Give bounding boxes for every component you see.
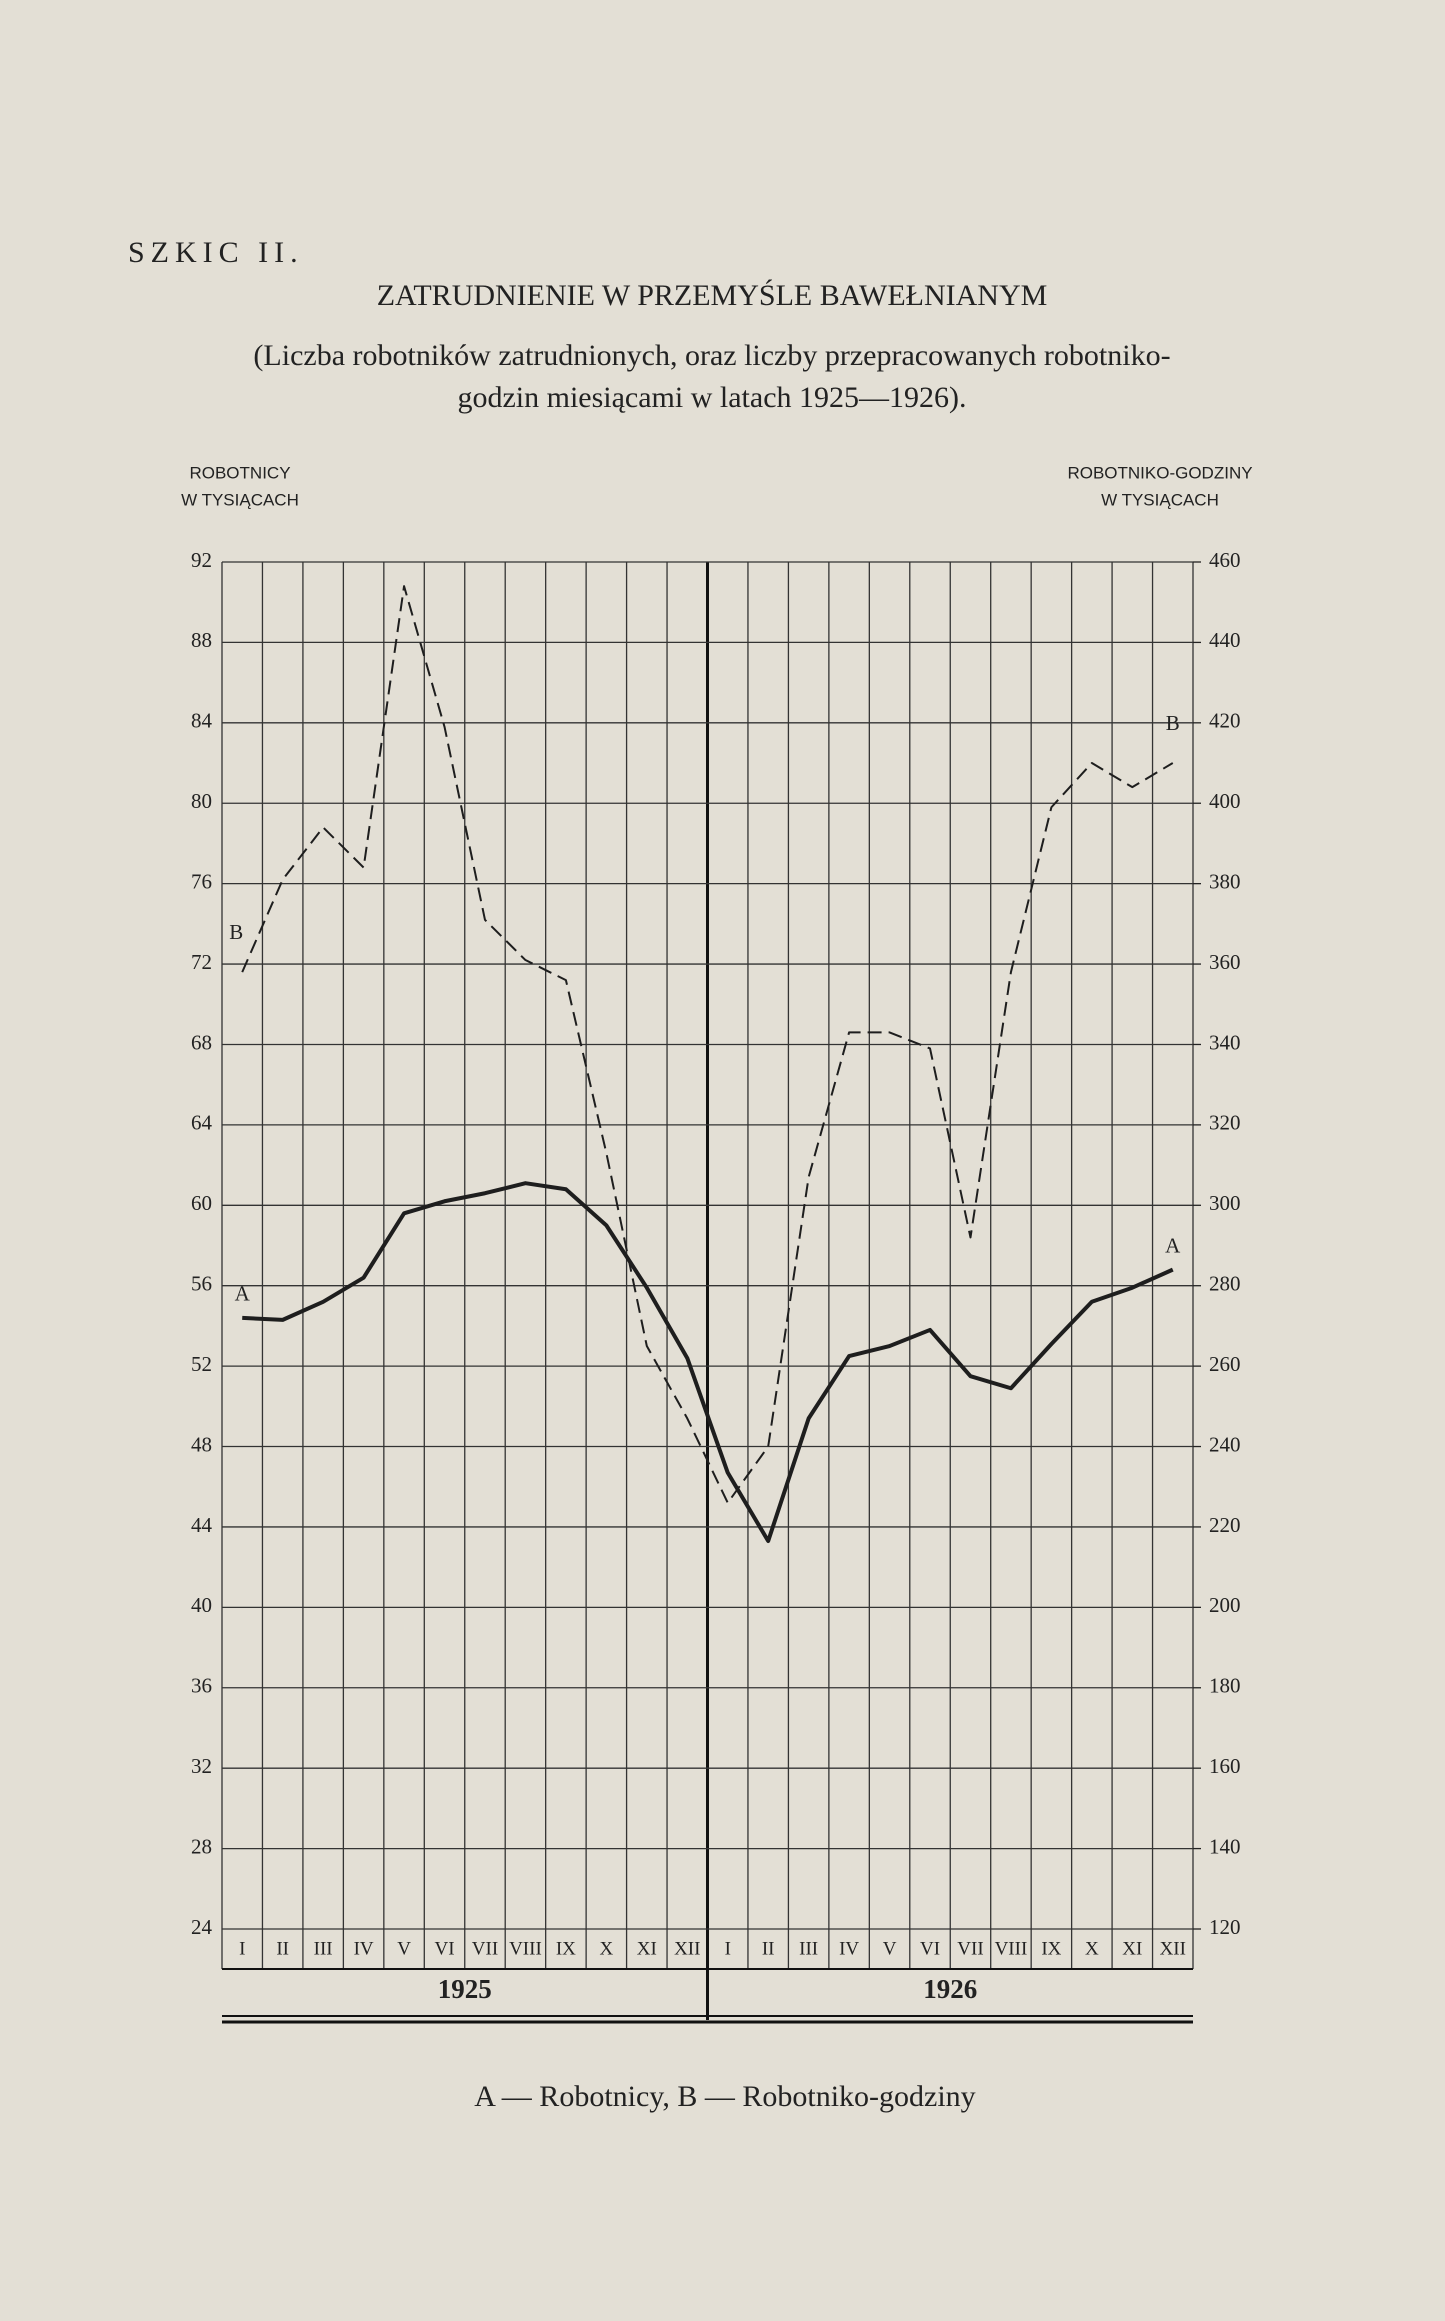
series-label: B	[1166, 711, 1180, 735]
y-axis-label: ROBOTNICY	[189, 463, 290, 482]
y-tick-label: 72	[191, 950, 212, 974]
series-label: A	[235, 1282, 251, 1306]
y2-tick-label: 320	[1209, 1111, 1241, 1135]
y-tick-label: 44	[191, 1513, 213, 1537]
y-tick-label: 60	[191, 1191, 212, 1215]
y-tick-label: 52	[191, 1352, 212, 1376]
y-axis-label: W TYSIĄCACH	[181, 490, 299, 509]
x-tick-label: VII	[472, 1938, 498, 1959]
x-tick-label: XII	[1160, 1938, 1186, 1959]
subtitle-line: godzin miesiącami w latach 1925—1926).	[457, 381, 966, 414]
x-tick-label: I	[725, 1938, 731, 1959]
y2-tick-label: 200	[1209, 1593, 1241, 1617]
year-label: 1925	[438, 1974, 492, 2004]
caption: A — Robotnicy, B — Robotniko-godziny	[474, 2080, 975, 2113]
x-tick-label: VI	[920, 1938, 940, 1959]
subtitle-line: (Liczba robotników zatrudnionych, oraz l…	[253, 339, 1170, 372]
chart-title: ZATRUDNIENIE W PRZEMYŚLE BAWEŁNIANYM	[377, 279, 1048, 312]
y2-tick-label: 340	[1209, 1030, 1241, 1054]
y2-axis-label: ROBOTNIKO-GODZINY	[1067, 463, 1252, 482]
x-tick-label: VIII	[509, 1938, 542, 1959]
x-tick-label: V	[397, 1938, 411, 1959]
y2-tick-label: 260	[1209, 1352, 1241, 1376]
x-tick-label: X	[599, 1938, 613, 1959]
x-tick-label: IX	[556, 1938, 576, 1959]
x-tick-label: VII	[957, 1938, 983, 1959]
y-tick-label: 76	[191, 869, 212, 893]
y-tick-label: 28	[191, 1834, 212, 1858]
series-label: A	[1165, 1233, 1181, 1257]
y-tick-label: 92	[191, 548, 212, 572]
y-tick-label: 56	[191, 1272, 212, 1296]
x-tick-label: I	[239, 1938, 245, 1959]
y-tick-label: 24	[191, 1915, 213, 1939]
y-tick-label: 68	[191, 1030, 212, 1054]
x-tick-label: XI	[637, 1938, 657, 1959]
x-tick-label: IX	[1041, 1938, 1061, 1959]
y-tick-label: 48	[191, 1432, 212, 1456]
y2-tick-label: 360	[1209, 950, 1241, 974]
x-tick-label: II	[276, 1938, 289, 1959]
x-tick-label: IV	[839, 1938, 859, 1959]
y2-tick-label: 140	[1209, 1834, 1241, 1858]
y-tick-label: 64	[191, 1111, 213, 1135]
y2-tick-label: 280	[1209, 1272, 1241, 1296]
y-tick-label: 84	[191, 709, 213, 733]
y2-tick-label: 380	[1209, 869, 1241, 893]
series-line	[242, 1181, 1174, 1544]
x-tick-label: XI	[1122, 1938, 1142, 1959]
y-tick-label: 32	[191, 1754, 212, 1778]
y2-tick-label: 120	[1209, 1915, 1241, 1939]
x-tick-label: X	[1085, 1938, 1099, 1959]
series-label: B	[229, 920, 243, 944]
y2-axis-label: W TYSIĄCACH	[1101, 490, 1219, 509]
y2-tick-label: 460	[1209, 548, 1241, 572]
y2-tick-label: 300	[1209, 1191, 1241, 1215]
y-tick-label: 80	[191, 789, 212, 813]
x-tick-label: XII	[674, 1938, 700, 1959]
y-tick-label: 36	[191, 1674, 212, 1698]
series-line	[241, 585, 1174, 1504]
x-tick-label: V	[883, 1938, 897, 1959]
y2-tick-label: 440	[1209, 628, 1241, 652]
x-tick-label: III	[314, 1938, 333, 1959]
x-tick-label: VI	[434, 1938, 454, 1959]
y2-tick-label: 220	[1209, 1513, 1241, 1537]
x-tick-label: VIII	[995, 1938, 1028, 1959]
y2-tick-label: 400	[1209, 789, 1241, 813]
sketch-label: SZKIC II.	[128, 236, 304, 269]
y2-tick-label: 180	[1209, 1674, 1241, 1698]
x-tick-label: III	[799, 1938, 818, 1959]
x-tick-label: II	[762, 1938, 775, 1959]
y2-tick-label: 240	[1209, 1432, 1241, 1456]
year-label: 1926	[923, 1974, 977, 2004]
y2-tick-label: 420	[1209, 709, 1241, 733]
x-tick-label: IV	[354, 1938, 374, 1959]
y-tick-label: 40	[191, 1593, 212, 1617]
y2-tick-label: 160	[1209, 1754, 1241, 1778]
y-tick-label: 88	[191, 628, 212, 652]
